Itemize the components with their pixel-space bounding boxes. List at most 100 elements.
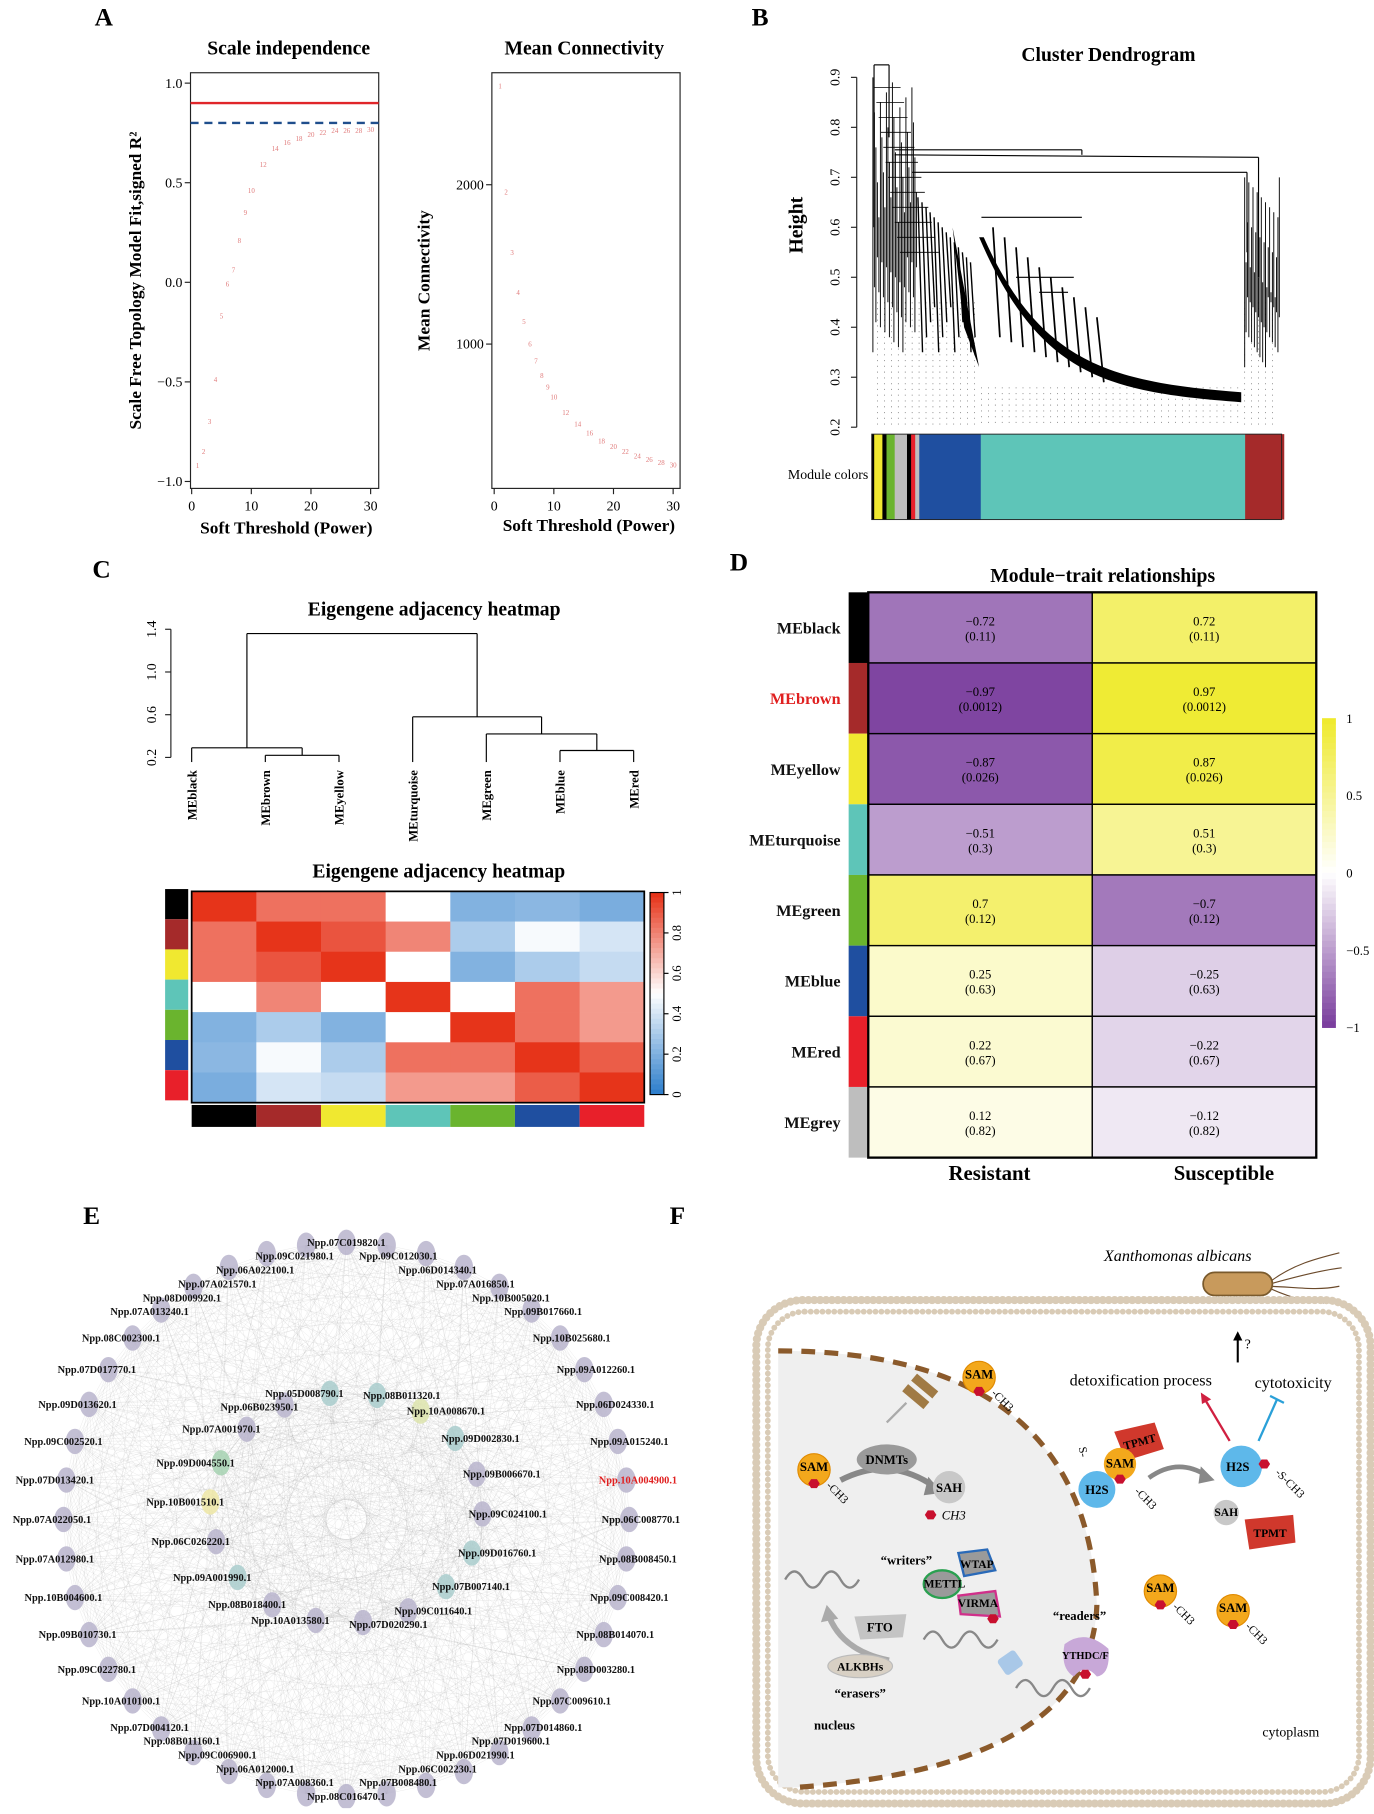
network-edge [560, 1519, 630, 1701]
row-module-color [165, 1009, 189, 1040]
dendrogram-band [979, 237, 1242, 403]
network-edge [74, 1597, 500, 1753]
network-edge [74, 1441, 561, 1702]
network-edge [74, 1441, 627, 1560]
network-edge [132, 1337, 585, 1670]
network-edge [132, 1309, 532, 1339]
y-tick-label: 0.9 [827, 69, 842, 86]
colorbar-segment [1322, 1009, 1336, 1016]
heatmap-cell [514, 1072, 580, 1104]
colorbar-segment [1322, 811, 1336, 818]
heatmap-cell [256, 1072, 322, 1104]
network-edge [74, 1337, 133, 1442]
sah-molecule-icon [1213, 1499, 1239, 1526]
heatmap-cell [320, 891, 386, 922]
network-edge [499, 1286, 630, 1520]
cell-pvalue: (0.11) [1189, 629, 1219, 643]
promote-arrow [1203, 1397, 1231, 1442]
network-edge [88, 1404, 585, 1670]
network-edge [463, 1267, 561, 1701]
network-edge [386, 1253, 427, 1794]
heatmap-cell [385, 1042, 451, 1073]
h2s-molecule-icon [1078, 1470, 1116, 1508]
heatmap-cell [320, 951, 386, 983]
heatmap-cell [191, 1042, 257, 1073]
network-node-label: Npp.09A015240.1 [590, 1437, 668, 1448]
network-edge [220, 1369, 585, 1463]
network-edge [237, 1513, 483, 1578]
network-edge [463, 1267, 604, 1635]
network-node [367, 1382, 387, 1409]
methyl-group-icon [987, 1614, 999, 1624]
colorbar-segment [1322, 897, 1336, 905]
h2s-molecule-icon [1220, 1445, 1262, 1488]
cell-correlation: −0.72 [966, 614, 995, 628]
network-edge [193, 1752, 464, 1772]
network-edge [74, 1441, 133, 1701]
module-color-segment [886, 434, 896, 520]
network-edge [108, 1369, 285, 1406]
mettl-label: METTL [924, 1579, 966, 1591]
network-edge [108, 1369, 483, 1515]
network-edge [228, 1267, 427, 1786]
methyl-group-icon [1114, 1474, 1126, 1484]
colorbar-segment [650, 1044, 664, 1050]
network-node-label: Npp.06D021990.1 [436, 1750, 514, 1761]
network-node-label: Npp.07D017770.1 [58, 1365, 136, 1376]
network-edge [266, 1785, 387, 1794]
network-edge [132, 1700, 532, 1730]
heatmap-cell [191, 921, 257, 953]
x-tick-label: 20 [304, 498, 318, 513]
network-edge [560, 1337, 630, 1520]
network-edge [66, 1519, 630, 1560]
network-edge [386, 1404, 604, 1794]
network-node-label: Npp.07D014860.1 [504, 1723, 582, 1734]
network-edge [482, 1441, 618, 1515]
network-edge [531, 1310, 561, 1701]
network-edge [74, 1441, 427, 1786]
network-edge [132, 1393, 330, 1702]
network-edge [362, 1309, 532, 1623]
network-edge [386, 1438, 456, 1794]
network-edge [531, 1310, 627, 1559]
network-node-label: Npp.07A021570.1 [178, 1279, 256, 1290]
heatmap-cell [867, 944, 1093, 1017]
cytoplasm-label: cytoplasm [1262, 1725, 1319, 1740]
network-node [296, 1232, 316, 1258]
network-edge [346, 1242, 464, 1268]
network-edge [266, 1253, 585, 1670]
colorbar-segment [650, 968, 664, 974]
x-tick-label: 20 [607, 498, 621, 513]
network-edge [88, 1245, 387, 1635]
network-edge [482, 1513, 532, 1729]
network-edge [617, 1441, 627, 1559]
heatmap-cell [1091, 803, 1317, 876]
network-edge [193, 1286, 585, 1670]
y-tick-label: 0.2 [144, 749, 159, 766]
network-edge [132, 1337, 211, 1502]
network-node-label: Npp.07C009610.1 [533, 1696, 611, 1707]
y-tick-label: −1.0 [157, 474, 182, 489]
network-node-label: Npp.07A013240.1 [110, 1307, 188, 1318]
sam-label: SAM [965, 1368, 993, 1382]
network-edge [74, 1337, 133, 1598]
network-edge [66, 1558, 387, 1794]
network-edge [346, 1242, 585, 1670]
network-edge [63, 1286, 194, 1520]
network-node-label: Npp.10A010100.1 [82, 1696, 160, 1707]
colorbar-segment [650, 1028, 664, 1035]
network-edge [161, 1309, 627, 1560]
detox-label: detoxification process [1070, 1373, 1212, 1390]
network-edge [376, 1309, 532, 1396]
network-edge [499, 1519, 630, 1753]
network-edge [426, 1253, 532, 1311]
network-edge [237, 1438, 456, 1578]
network-edge [63, 1438, 456, 1520]
network-edge [74, 1597, 427, 1786]
colorbar-segment [1322, 724, 1336, 731]
colorbar-segment [1322, 922, 1336, 929]
network-edge [306, 1558, 627, 1794]
network-node-label: Npp.09C011640.1 [394, 1606, 472, 1617]
scale-independence-xlabel: Soft Threshold (Power) [200, 518, 372, 537]
